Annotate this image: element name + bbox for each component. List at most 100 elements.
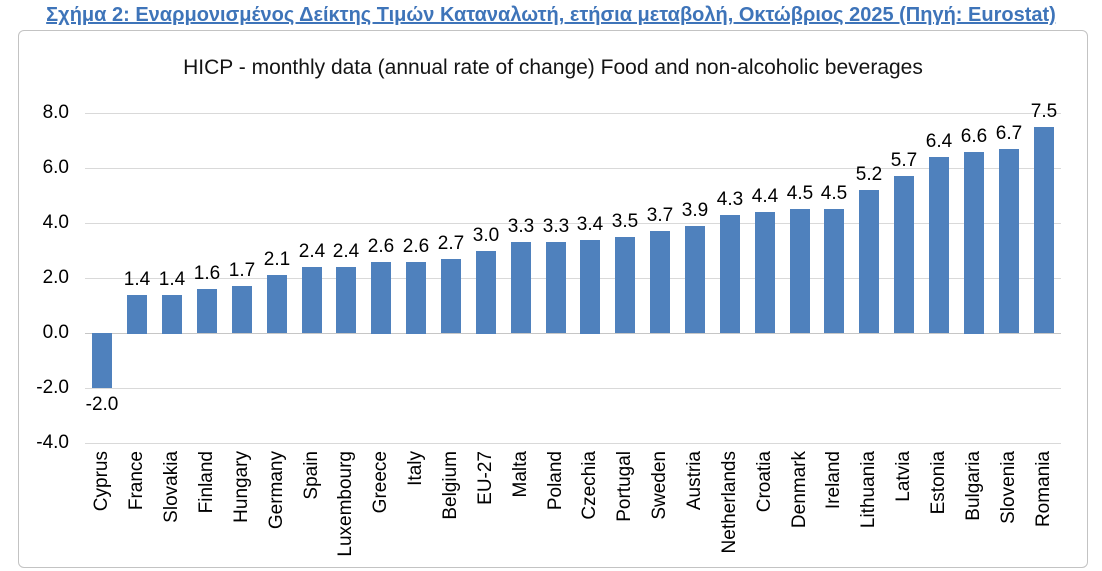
bar xyxy=(371,262,391,334)
bar-value-label: 3.4 xyxy=(576,214,604,235)
gridline xyxy=(85,168,1061,169)
x-axis-category-label: Belgium xyxy=(440,451,461,520)
figure-caption: Σχήμα 2: Εναρμονισμένος Δείκτης Τιμών Κα… xyxy=(46,4,1056,26)
bar-value-label: 1.6 xyxy=(193,263,221,284)
x-axis-category-label: Slovenia xyxy=(998,451,1019,524)
zero-gridline xyxy=(85,333,1061,334)
chart-container: HICP - monthly data (annual rate of chan… xyxy=(18,30,1088,568)
bar xyxy=(790,209,810,333)
bar-value-label: 2.7 xyxy=(437,233,465,254)
bar-value-label: 6.4 xyxy=(925,131,953,152)
bar xyxy=(580,240,600,334)
bar-value-label: 2.4 xyxy=(298,241,326,262)
bar xyxy=(615,237,635,333)
bar-value-label: 3.5 xyxy=(611,211,639,232)
y-axis-tick-label: -2.0 xyxy=(36,377,69,398)
bar-value-label: 2.6 xyxy=(402,236,430,257)
bar xyxy=(964,152,984,334)
y-axis-tick-label: 8.0 xyxy=(42,102,69,123)
bar xyxy=(720,215,740,333)
x-axis-category-label: EU-27 xyxy=(475,451,496,505)
x-axis-category-label: Croatia xyxy=(754,451,775,513)
bar-value-label: 2.4 xyxy=(332,241,360,262)
bar xyxy=(546,242,566,333)
x-axis-category-label: Spain xyxy=(301,451,322,500)
bar-value-label: 3.7 xyxy=(646,205,674,226)
bar xyxy=(894,176,914,333)
bar-value-label: 4.5 xyxy=(820,183,848,204)
y-axis-tick-label: 2.0 xyxy=(42,267,69,288)
bar-value-label: -2.0 xyxy=(85,394,119,415)
x-axis-category-label: Ireland xyxy=(823,451,844,510)
bar xyxy=(476,251,496,334)
bar xyxy=(1034,127,1054,333)
bar xyxy=(929,157,949,333)
x-axis-category-label: Sweden xyxy=(649,451,670,520)
chart-title: HICP - monthly data (annual rate of chan… xyxy=(183,56,923,79)
bar xyxy=(999,149,1019,333)
y-axis-tick-label: 6.0 xyxy=(42,157,69,178)
bar xyxy=(859,190,879,333)
bar-value-label: 2.6 xyxy=(367,236,395,257)
bar-value-label: 1.4 xyxy=(158,269,186,290)
bar-value-label: 6.6 xyxy=(960,126,988,147)
bar-value-label: 4.5 xyxy=(786,183,814,204)
bar-value-label: 3.3 xyxy=(542,216,570,237)
x-axis-category-label: Czechia xyxy=(579,451,600,520)
bar xyxy=(336,267,356,333)
y-axis-tick-label: 4.0 xyxy=(42,212,69,233)
bar xyxy=(441,259,461,333)
gridline xyxy=(85,113,1061,114)
bar xyxy=(824,209,844,333)
bar-value-label: 7.5 xyxy=(1030,101,1058,122)
x-axis-category-label: Netherlands xyxy=(719,451,740,554)
bar xyxy=(511,242,531,333)
bar xyxy=(267,275,287,333)
x-axis-category-label: Poland xyxy=(545,451,566,511)
x-axis-category-label: Finland xyxy=(196,451,217,514)
x-axis-category-label: Slovakia xyxy=(161,451,182,523)
gridline xyxy=(85,278,1061,279)
x-axis-category-label: Austria xyxy=(684,451,705,511)
bar xyxy=(650,231,670,333)
bar-value-label: 1.4 xyxy=(123,269,151,290)
bar-value-label: 3.9 xyxy=(681,200,709,221)
bar-value-label: 5.7 xyxy=(890,150,918,171)
bar xyxy=(232,286,252,333)
bar-value-label: 6.7 xyxy=(995,123,1023,144)
bar-value-label: 4.4 xyxy=(751,186,779,207)
bar-value-label: 3.3 xyxy=(507,216,535,237)
x-axis-category-label: Greece xyxy=(370,451,391,514)
bar-value-label: 3.0 xyxy=(472,225,500,246)
gridline xyxy=(85,388,1061,389)
bar xyxy=(685,226,705,333)
y-axis-tick-label: -4.0 xyxy=(36,432,69,453)
x-axis-category-label: Bulgaria xyxy=(963,451,984,521)
x-axis-category-label: Malta xyxy=(510,451,531,498)
gridline xyxy=(85,443,1061,444)
x-axis-category-label: Lithuania xyxy=(858,451,879,529)
y-axis-tick-label: 0.0 xyxy=(42,322,69,343)
x-axis-category-label: Hungary xyxy=(231,451,252,523)
x-axis-category-label: Luxembourg xyxy=(335,451,356,557)
bar xyxy=(197,289,217,333)
bar-value-label: 5.2 xyxy=(855,164,883,185)
x-axis-category-label: Romania xyxy=(1033,451,1054,528)
bar xyxy=(92,333,112,388)
bar xyxy=(406,262,426,334)
bar xyxy=(302,267,322,333)
x-axis-category-label: Cyprus xyxy=(91,451,112,512)
x-axis-category-label: Denmark xyxy=(789,451,810,529)
x-axis-category-label: France xyxy=(126,451,147,511)
x-axis-category-label: Latvia xyxy=(893,451,914,502)
plot-area: 8.0 6.0 4.0 2.0 0.0 -2.0 -4.0 -2.0 Cyprus 1.4 Fran… xyxy=(19,31,1087,567)
x-axis-category-label: Italy xyxy=(405,451,426,486)
bar-value-label: 4.3 xyxy=(716,189,744,210)
bar xyxy=(755,212,775,333)
bar xyxy=(127,295,147,334)
x-axis-category-label: Portugal xyxy=(614,451,635,522)
gridline xyxy=(85,223,1061,224)
x-axis-category-label: Estonia xyxy=(928,451,949,515)
bar-value-label: 2.1 xyxy=(263,249,291,270)
x-axis-category-label: Germany xyxy=(266,451,287,530)
